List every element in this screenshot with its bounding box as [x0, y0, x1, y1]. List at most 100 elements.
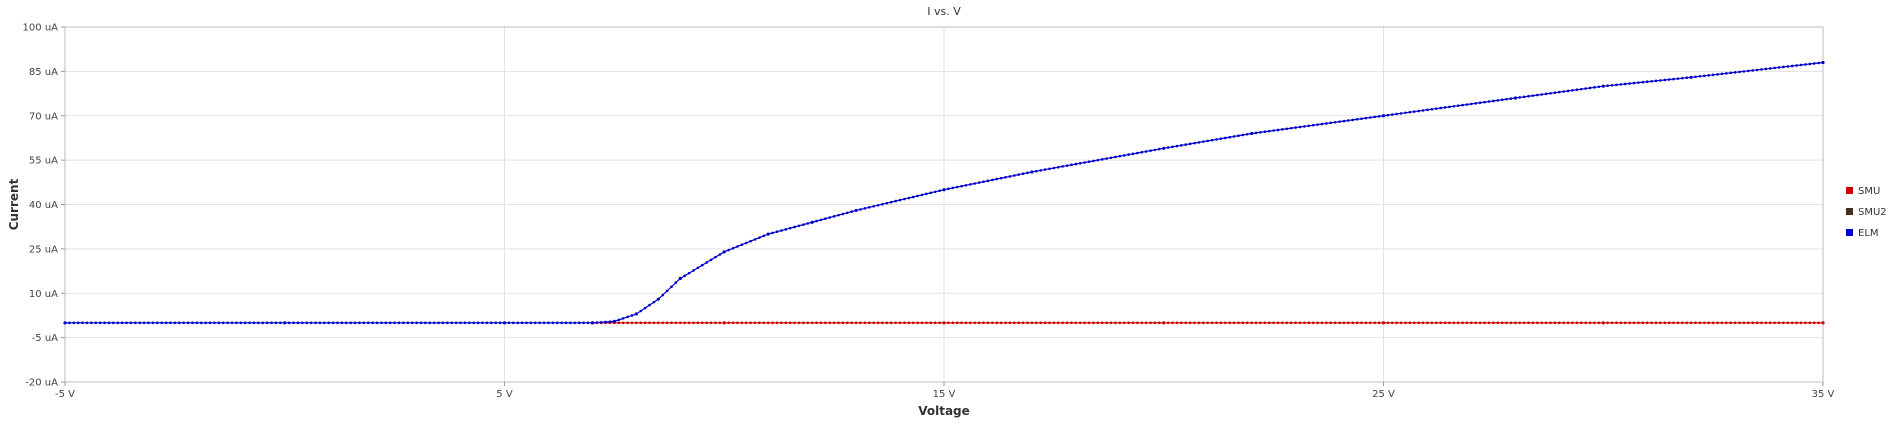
data-point: [463, 321, 467, 325]
data-point: [1597, 321, 1601, 325]
data-point: [1452, 104, 1456, 108]
data-point: [714, 255, 717, 259]
data-point: [951, 186, 955, 190]
data-point: [1219, 321, 1223, 325]
data-point: [1021, 321, 1025, 325]
data-point: [898, 198, 902, 202]
y-tick-label: 100 uA: [23, 23, 59, 34]
data-point: [841, 321, 845, 325]
data-point: [327, 321, 331, 325]
data-point: [964, 183, 968, 187]
data-point: [1136, 151, 1139, 155]
data-point: [1206, 321, 1209, 325]
data-knot: [1381, 321, 1386, 325]
data-point: [1289, 126, 1293, 130]
data-point: [459, 321, 462, 325]
data-point: [1245, 132, 1249, 136]
data-point: [960, 184, 963, 188]
data-point: [1241, 133, 1245, 137]
data-point: [1465, 103, 1469, 106]
data-point: [415, 321, 418, 325]
data-point: [727, 248, 730, 252]
data-point: [419, 321, 423, 325]
data-point: [1065, 164, 1069, 167]
data-point: [999, 321, 1003, 325]
data-point: [1114, 155, 1117, 159]
data-point: [1228, 321, 1231, 325]
data-point: [885, 321, 889, 325]
data-point: [1654, 79, 1658, 83]
data-point: [1812, 62, 1816, 65]
data-point: [806, 321, 810, 325]
data-point: [1377, 115, 1381, 118]
data-point: [1448, 105, 1451, 109]
legend: SMU SMU2 ELM: [1846, 186, 1887, 239]
data-knot: [1601, 321, 1605, 325]
legend-item-smu2: SMU2: [1846, 207, 1887, 218]
data-point: [867, 321, 871, 325]
data-point: [828, 216, 832, 219]
data-point: [1456, 104, 1460, 107]
data-point: [832, 215, 836, 218]
data-point: [1786, 321, 1790, 325]
data-point: [402, 321, 405, 325]
data-point: [929, 191, 933, 195]
data-point: [1048, 167, 1051, 171]
data-point: [1259, 321, 1262, 325]
data-point: [1034, 169, 1038, 173]
data-point: [358, 321, 361, 325]
data-point: [169, 321, 172, 325]
y-tick-label: -5 uA: [32, 333, 58, 344]
data-point: [1043, 168, 1047, 171]
data-point: [1641, 321, 1645, 325]
data-knot: [766, 232, 770, 236]
data-point: [1470, 321, 1473, 325]
x-axis-title: Voltage: [918, 404, 970, 418]
data-point: [1070, 321, 1073, 325]
data-point: [661, 321, 665, 325]
data-point: [1755, 321, 1759, 325]
data-point: [1259, 131, 1262, 134]
data-point: [1434, 107, 1438, 110]
data-point: [1694, 75, 1697, 79]
data-point: [780, 229, 783, 232]
data-point: [1215, 138, 1218, 141]
data-point: [1443, 321, 1447, 325]
data-point: [815, 219, 818, 223]
data-point: [652, 300, 656, 304]
data-point: [1659, 321, 1662, 325]
data-point: [1645, 80, 1649, 84]
y-axis-ticks: -20 uA -5 uA 10 uA 25 uA 40 uA 55 uA 70 uA 85 u…: [23, 23, 65, 389]
data-point: [753, 238, 757, 241]
y-tick-label: 70 uA: [29, 111, 58, 122]
data-point: [428, 321, 432, 325]
data-point: [1500, 321, 1504, 325]
data-point: [1210, 321, 1214, 325]
data-point: [485, 321, 489, 325]
data-point: [771, 321, 774, 325]
data-point: [802, 223, 805, 226]
data-point: [582, 321, 585, 325]
data-point: [1558, 321, 1561, 325]
x-tick-label: 25 V: [1372, 389, 1395, 400]
data-point: [1276, 128, 1280, 132]
data-point: [626, 321, 629, 325]
data-knot: [1162, 321, 1166, 325]
data-point: [1619, 321, 1623, 325]
data-point: [762, 321, 766, 325]
data-point: [727, 321, 730, 325]
data-knot: [634, 312, 638, 316]
x-tick-label: 5 V: [496, 389, 513, 400]
data-point: [1637, 81, 1640, 84]
data-point: [551, 321, 555, 325]
data-point: [1325, 321, 1328, 325]
data-point: [1650, 321, 1653, 325]
data-point: [248, 321, 251, 325]
data-point: [1013, 321, 1016, 325]
data-point: [1149, 149, 1152, 152]
data-point: [270, 321, 273, 325]
data-point: [1109, 321, 1113, 325]
data-point: [208, 321, 212, 325]
data-point: [1663, 78, 1667, 82]
data-point: [744, 321, 748, 325]
